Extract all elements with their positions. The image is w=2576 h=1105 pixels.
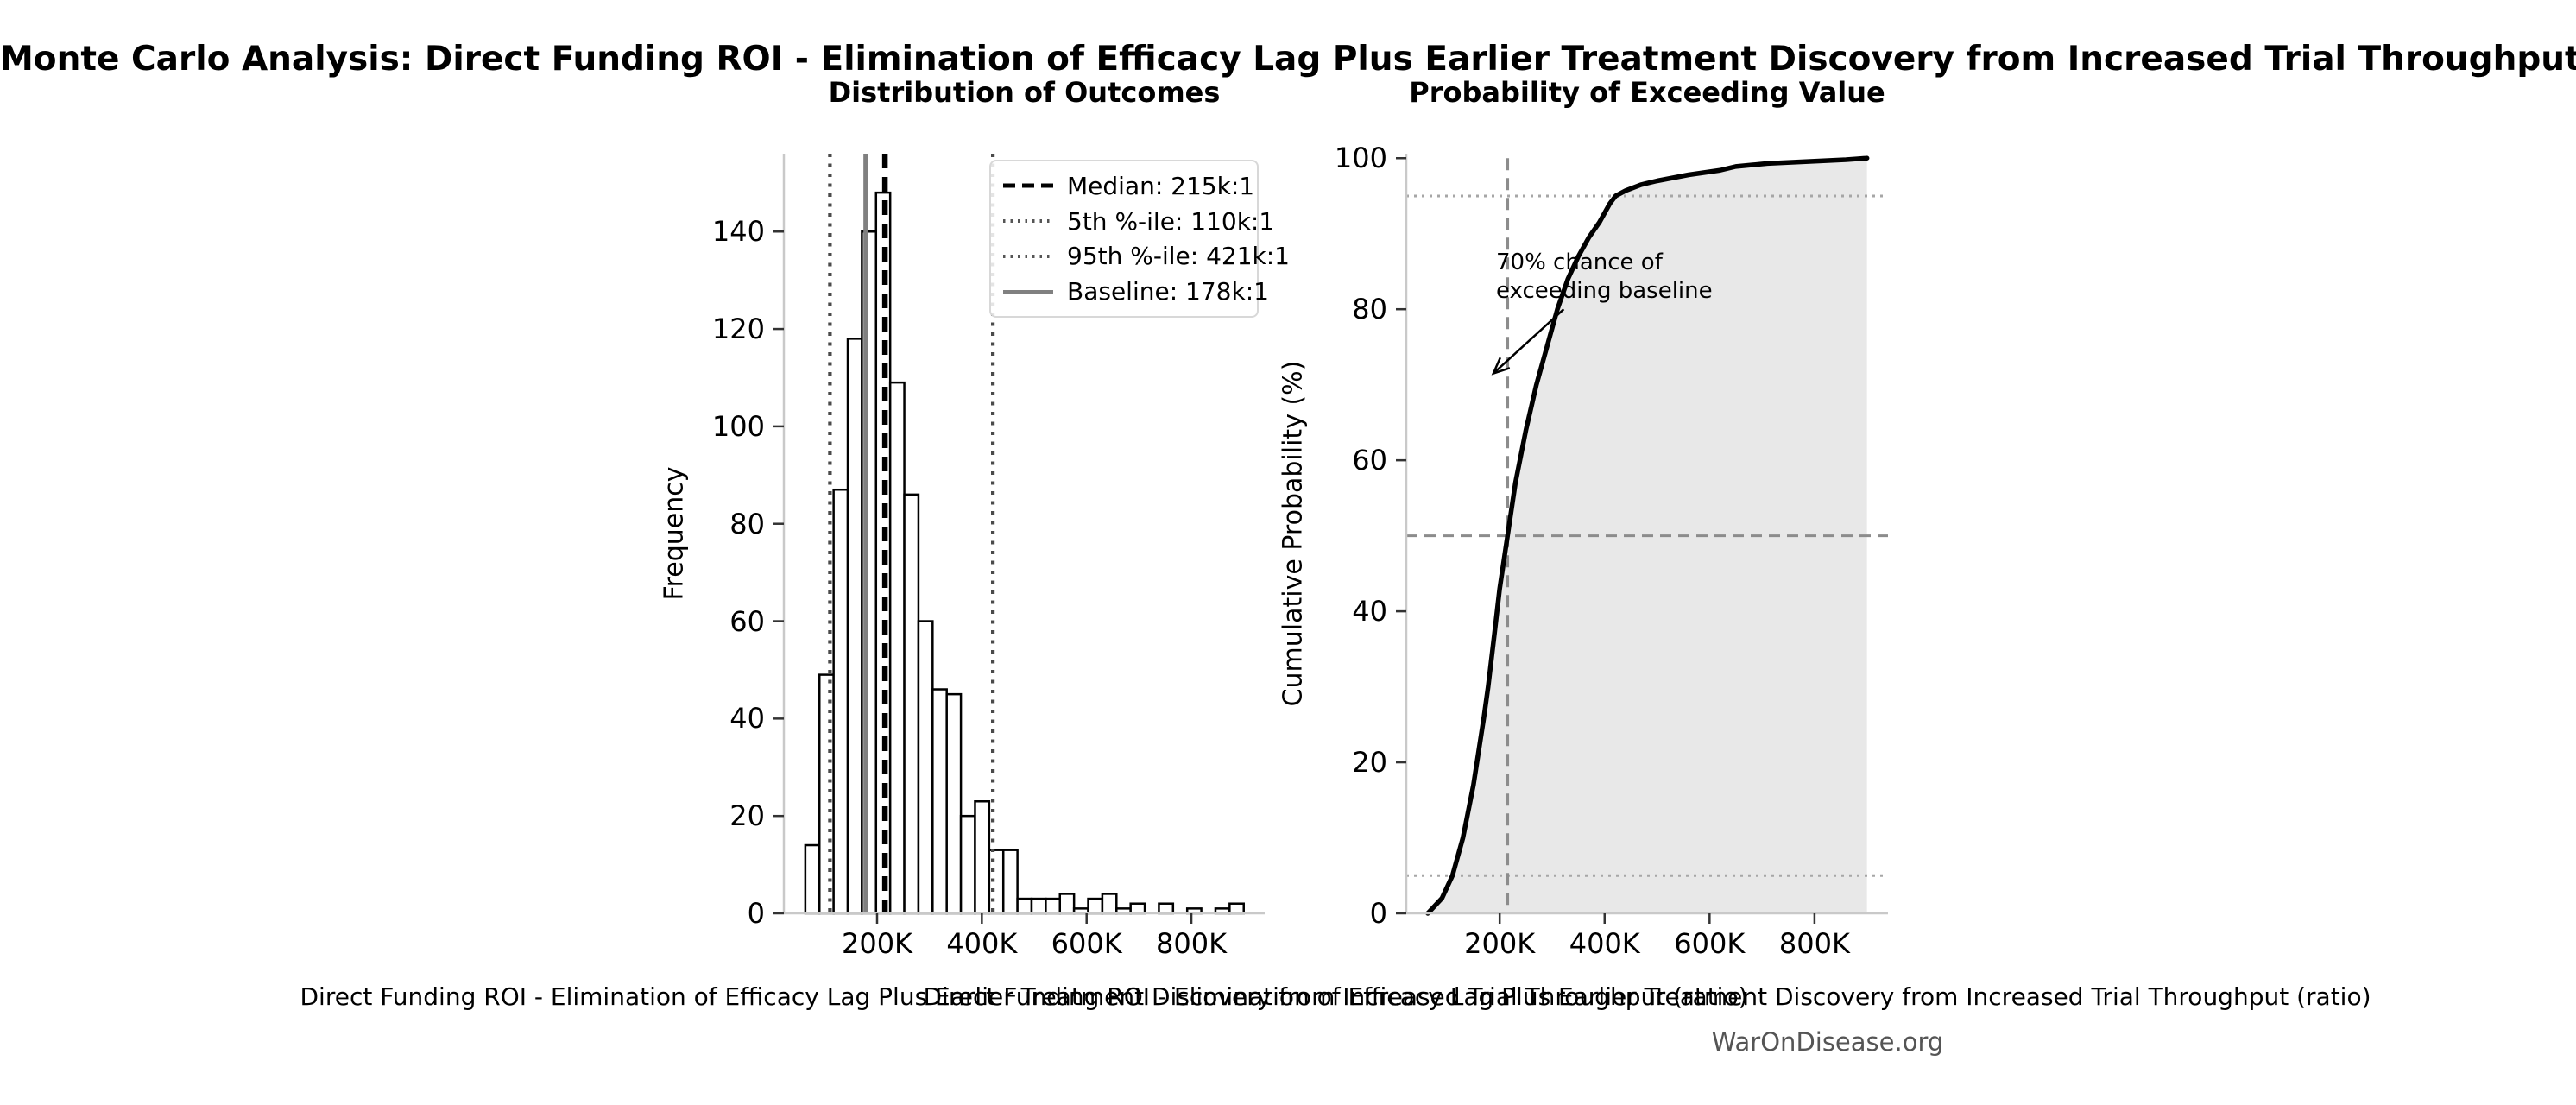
histogram-bar: [1016, 897, 1033, 915]
annotation-arrowhead-icon: [1491, 357, 1511, 376]
histogram-y-tick-label: 140: [711, 215, 765, 249]
histogram-bar: [1058, 893, 1076, 915]
cdf-y-tick-label: 60: [1352, 444, 1387, 477]
histogram-x-tick-label: 600K: [1051, 927, 1122, 960]
cdf-curve: [1425, 155, 1870, 916]
percentile95-line-sample-icon: [1003, 254, 1053, 258]
histogram-title: Distribution of Outcomes: [828, 76, 1221, 109]
cdf-y-tick-label: 100: [1334, 142, 1387, 175]
cdf-x-tick-label: 600K: [1674, 927, 1746, 960]
legend-item-95th-percentile: 95th %-ile: 421k:1: [1003, 242, 1290, 270]
histogram-bar: [1030, 897, 1047, 915]
histogram-bar: [903, 493, 920, 915]
cdf-title: Probability of Exceeding Value: [1409, 76, 1885, 109]
histogram-y-tick-label: 0: [747, 897, 765, 930]
legend-label: 95th %-ile: 421k:1: [1067, 242, 1290, 271]
legend-item-baseline: Baseline: 178k:1: [1003, 277, 1269, 306]
baseline-line-sample-icon: [1003, 289, 1053, 294]
histogram-x-tick-label: 400K: [946, 927, 1018, 960]
histogram-bar: [917, 620, 934, 915]
legend: Median: 215k:1 5th %-ile: 110k:1 95th %-…: [989, 160, 1290, 318]
histogram-x-tick-label: 200K: [841, 927, 913, 960]
legend-label: Baseline: 178k:1: [1067, 277, 1269, 306]
histogram-y-tick-label: 100: [711, 409, 765, 443]
annotation-arrow-shaft: [1493, 308, 1565, 375]
cdf-x-axis-label: Direct Funding ROI - Elimination of Effi…: [923, 982, 2371, 1011]
figure-title: Monte Carlo Analysis: Direct Funding ROI…: [0, 40, 2576, 79]
legend-label: Median: 215k:1: [1067, 171, 1255, 200]
histogram-y-tick-label: 40: [729, 702, 765, 736]
annotation-line-1: 70% chance of: [1496, 249, 1663, 275]
histogram-bar: [974, 800, 991, 915]
cdf-annotation: 70% chance of exceeding baseline: [1496, 249, 1713, 306]
cdf-y-tick-label: 80: [1352, 293, 1387, 326]
histogram-bar: [832, 488, 849, 915]
histogram-bar: [1045, 897, 1062, 915]
cdf-y-tick-label: 0: [1369, 897, 1387, 930]
cdf-y-tick-label: 20: [1352, 746, 1387, 780]
legend-item-median: Median: 215k:1: [1003, 172, 1254, 200]
watermark: WarOnDisease.org: [1711, 1027, 1944, 1057]
histogram-x-axis-label: Direct Funding ROI - Elimination of Effi…: [300, 982, 1748, 1011]
histogram-bar: [1101, 893, 1118, 915]
histogram-y-tick-label: 80: [729, 507, 765, 540]
histogram-bar: [846, 338, 863, 915]
histogram-y-tick-label: 20: [729, 799, 765, 833]
histogram-bar: [888, 381, 906, 915]
annotation-line-2: exceeding baseline: [1496, 278, 1713, 304]
legend-item-5th-percentile: 5th %-ile: 110k:1: [1003, 207, 1274, 236]
histogram-bar: [931, 688, 948, 915]
histogram-y-tick-label: 60: [729, 604, 765, 638]
histogram-bar: [804, 843, 821, 915]
cdf-y-tick-label: 40: [1352, 595, 1387, 628]
histogram-x-tick-label: 800K: [1156, 927, 1228, 960]
histogram-bar: [1129, 902, 1146, 915]
histogram-bar: [959, 814, 976, 915]
legend-label: 5th %-ile: 110k:1: [1067, 206, 1275, 236]
cdf-y-axis-label: Cumulative Probability (%): [1278, 360, 1309, 707]
median-line-sample-icon: [1003, 183, 1053, 188]
histogram-bar: [1158, 902, 1175, 915]
histogram-bar: [1001, 849, 1019, 915]
histogram-y-tick-label: 120: [711, 313, 765, 346]
histogram-bar: [945, 692, 963, 915]
histogram-bar: [1228, 902, 1245, 915]
histogram-bar: [1087, 897, 1104, 915]
cdf-x-tick-label: 400K: [1569, 927, 1640, 960]
cdf-x-tick-label: 800K: [1778, 927, 1850, 960]
cdf-x-tick-label: 200K: [1464, 927, 1536, 960]
percentile5-line-sample-icon: [1003, 219, 1053, 224]
